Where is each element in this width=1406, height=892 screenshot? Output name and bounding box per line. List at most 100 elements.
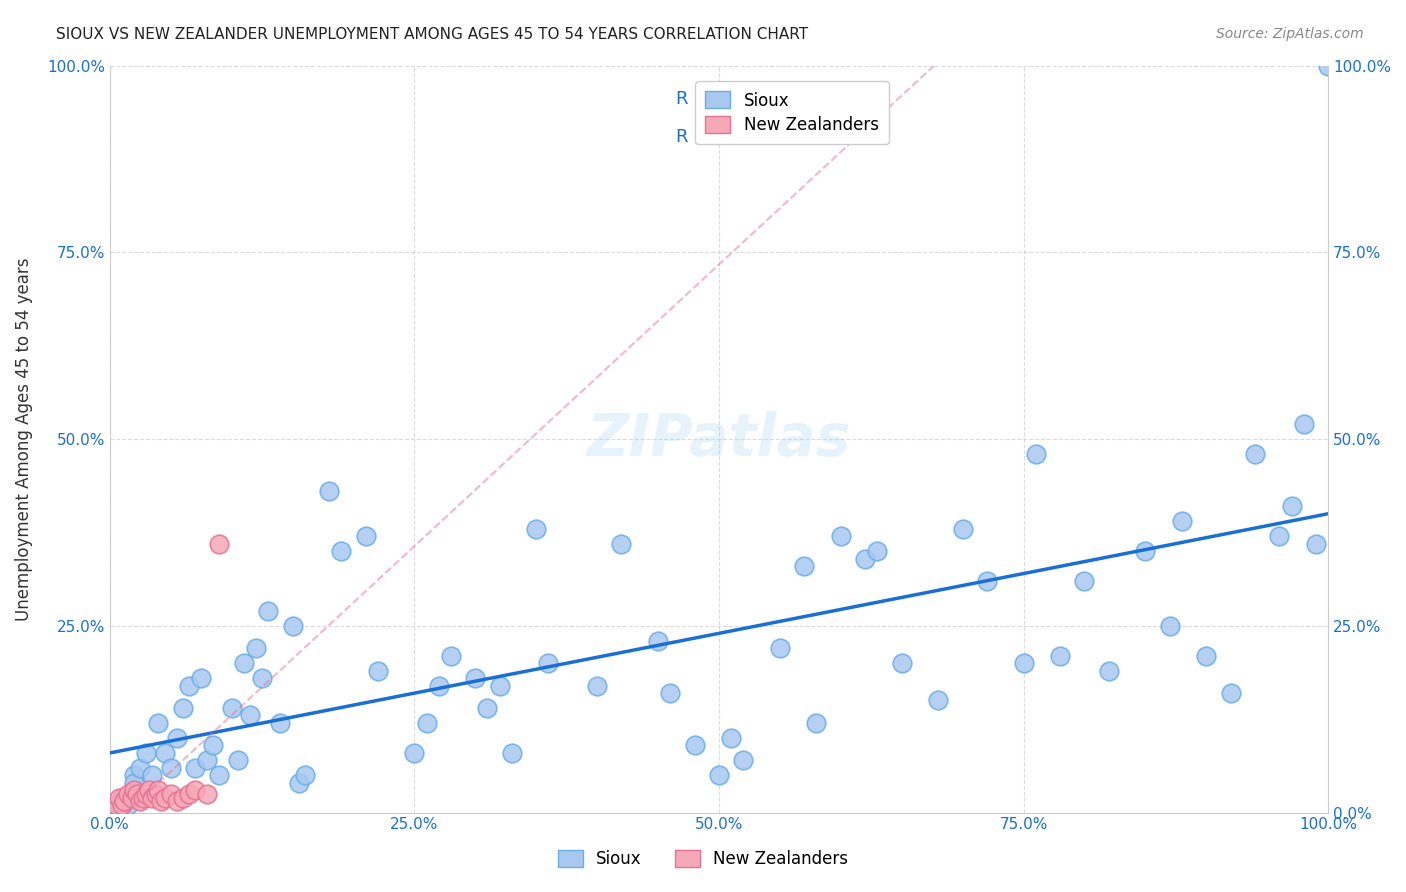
Legend: Sioux, New Zealanders: Sioux, New Zealanders <box>696 81 889 145</box>
Point <box>427 679 450 693</box>
Text: R = 0.615   N = 80: R = 0.615 N = 80 <box>676 90 846 108</box>
Point <box>121 790 143 805</box>
Point <box>129 761 152 775</box>
Text: R = 0.357   N = 24: R = 0.357 N = 24 <box>676 128 846 145</box>
Point <box>1049 648 1071 663</box>
Point <box>250 671 273 685</box>
Point <box>208 768 231 782</box>
Point <box>354 529 377 543</box>
Point <box>806 715 828 730</box>
Point <box>148 715 170 730</box>
Point <box>866 544 889 558</box>
Point <box>294 768 316 782</box>
Point <box>415 715 437 730</box>
Point <box>440 648 463 663</box>
Point <box>112 790 135 805</box>
Point <box>184 761 207 775</box>
Point <box>125 787 148 801</box>
Point <box>108 798 131 813</box>
Point <box>659 686 682 700</box>
Point <box>145 787 167 801</box>
Point <box>108 790 131 805</box>
Point <box>330 544 353 558</box>
Point <box>1305 536 1327 550</box>
Point <box>1073 574 1095 588</box>
Point <box>269 715 291 730</box>
Point <box>927 693 949 707</box>
Point <box>1219 686 1241 700</box>
Point <box>202 739 225 753</box>
Point <box>129 794 152 808</box>
Point <box>488 679 510 693</box>
Point <box>195 787 218 801</box>
Point <box>1012 656 1035 670</box>
Point <box>122 768 145 782</box>
Point <box>245 641 267 656</box>
Legend: Sioux, New Zealanders: Sioux, New Zealanders <box>551 843 855 875</box>
Point <box>287 775 309 789</box>
Point <box>190 671 212 685</box>
Point <box>1317 59 1340 73</box>
Point <box>683 739 706 753</box>
Point <box>257 604 280 618</box>
Point <box>221 701 243 715</box>
Point <box>733 753 755 767</box>
Y-axis label: Unemployment Among Ages 45 to 54 years: Unemployment Among Ages 45 to 54 years <box>15 257 32 621</box>
Point <box>610 536 633 550</box>
Point <box>367 664 389 678</box>
Point <box>464 671 486 685</box>
Point <box>281 619 304 633</box>
Point <box>226 753 249 767</box>
Text: ZIPatlas: ZIPatlas <box>586 410 851 467</box>
Point <box>232 656 254 670</box>
Point <box>404 746 426 760</box>
Point <box>195 753 218 767</box>
Point <box>131 790 153 805</box>
Point <box>141 790 163 805</box>
Point <box>524 522 547 536</box>
Point <box>1244 447 1267 461</box>
Point <box>793 559 815 574</box>
Point <box>112 794 135 808</box>
Point <box>166 731 188 745</box>
Point <box>122 783 145 797</box>
Point <box>1135 544 1157 558</box>
Point <box>111 798 134 813</box>
Point <box>890 656 912 670</box>
Point <box>1292 417 1315 431</box>
Point <box>111 790 134 805</box>
Point <box>477 701 499 715</box>
Point <box>1159 619 1181 633</box>
Point <box>184 783 207 797</box>
Point <box>239 708 262 723</box>
Point <box>707 768 730 782</box>
Point <box>166 794 188 808</box>
Point <box>141 768 163 782</box>
Point <box>1171 514 1194 528</box>
Point <box>769 641 792 656</box>
Point <box>159 787 181 801</box>
Point <box>830 529 852 543</box>
Point <box>537 656 560 670</box>
Point <box>1025 447 1047 461</box>
Point <box>952 522 974 536</box>
Point <box>720 731 742 745</box>
Point <box>135 746 157 760</box>
Point <box>1268 529 1291 543</box>
Point <box>117 798 139 813</box>
Point <box>586 679 609 693</box>
Point <box>976 574 998 588</box>
Point <box>153 746 176 760</box>
Point <box>138 783 160 797</box>
Point <box>159 761 181 775</box>
Point <box>318 484 340 499</box>
Point <box>104 798 127 813</box>
Point <box>117 787 139 801</box>
Point <box>172 790 194 805</box>
Point <box>647 633 669 648</box>
Point <box>177 679 200 693</box>
Point <box>172 701 194 715</box>
Point <box>1195 648 1218 663</box>
Text: Source: ZipAtlas.com: Source: ZipAtlas.com <box>1216 27 1364 41</box>
Point <box>122 775 145 789</box>
